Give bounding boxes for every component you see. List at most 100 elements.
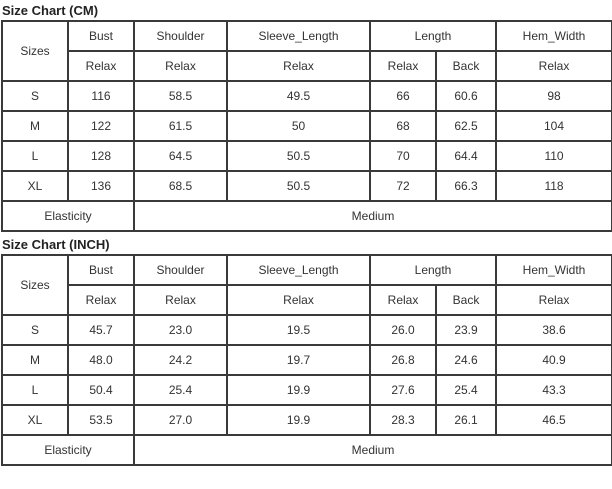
value-cell: 70 <box>369 140 437 172</box>
value-cell: 46.5 <box>495 404 612 436</box>
elasticity-row: Elasticity Medium <box>1 200 612 232</box>
column-header: Hem_Width <box>495 254 612 286</box>
value-cell: 66.3 <box>434 170 498 202</box>
size-cell: M <box>1 344 69 376</box>
value-cell: 27.6 <box>369 374 437 406</box>
subheader-cell: Relax <box>133 284 228 316</box>
value-cell: 110 <box>495 140 612 172</box>
value-cell: 104 <box>495 110 612 142</box>
value-cell: 118 <box>495 170 612 202</box>
size-cell: S <box>1 80 69 112</box>
value-cell: 116 <box>67 80 135 112</box>
value-cell: 27.0 <box>133 404 228 436</box>
size-cell: XL <box>1 170 69 202</box>
value-cell: 45.7 <box>67 314 135 346</box>
table-row: XL 136 68.5 50.5 72 66.3 118 <box>1 170 612 202</box>
subheader-cell: Relax <box>67 50 135 82</box>
subheader-cell: Relax <box>133 50 228 82</box>
value-cell: 24.6 <box>434 344 498 376</box>
table-row: M 48.0 24.2 19.7 26.8 24.6 40.9 <box>1 344 612 376</box>
sizes-header: Sizes <box>1 254 69 316</box>
value-cell: 43.3 <box>495 374 612 406</box>
value-cell: 128 <box>67 140 135 172</box>
value-cell: 64.4 <box>434 140 498 172</box>
size-cell: S <box>1 314 69 346</box>
value-cell: 26.0 <box>369 314 437 346</box>
size-table: Sizes Bust Shoulder Sleeve_Length Length Hem_… <box>1 20 612 232</box>
elasticity-row: Elasticity Medium <box>1 434 612 466</box>
value-cell: 49.5 <box>226 80 371 112</box>
size-cell: L <box>1 140 69 172</box>
value-cell: 28.3 <box>369 404 437 436</box>
subheader-cell: Relax <box>226 284 371 316</box>
column-header: Length <box>368 20 498 52</box>
value-cell: 136 <box>67 170 135 202</box>
value-cell: 23.9 <box>434 314 498 346</box>
value-cell: 64.5 <box>133 140 228 172</box>
value-cell: 23.0 <box>133 314 228 346</box>
value-cell: 25.4 <box>133 374 228 406</box>
table-row: S 45.7 23.0 19.5 26.0 23.9 38.6 <box>1 314 612 346</box>
column-header: Length <box>368 254 498 286</box>
column-header: Hem_Width <box>495 20 612 52</box>
table-row: S 116 58.5 49.5 66 60.6 98 <box>1 80 612 112</box>
column-header: Sleeve_Length <box>226 20 371 52</box>
column-header: Bust <box>67 254 135 286</box>
column-header: Sleeve_Length <box>226 254 371 286</box>
value-cell: 98 <box>495 80 612 112</box>
value-cell: 19.9 <box>226 404 371 436</box>
subheader-cell: Back <box>434 284 498 316</box>
subheader-cell: Relax <box>67 284 135 316</box>
chart-title: Size Chart (CM) <box>2 3 99 18</box>
header-row: Sizes Bust Shoulder Sleeve_Length Length Hem_… <box>1 254 612 316</box>
elasticity-value: Medium <box>132 200 612 232</box>
value-cell: 53.5 <box>67 404 135 436</box>
value-cell: 66 <box>369 80 437 112</box>
size-cell: XL <box>1 404 69 436</box>
value-cell: 24.2 <box>133 344 228 376</box>
subheader-cell: Relax <box>369 284 437 316</box>
subheader-cell: Relax <box>226 50 371 82</box>
value-cell: 122 <box>67 110 135 142</box>
sizes-header: Sizes <box>1 20 69 82</box>
value-cell: 50.4 <box>67 374 135 406</box>
subheader-cell: Relax <box>369 50 437 82</box>
table-row: L 128 64.5 50.5 70 64.4 110 <box>1 140 612 172</box>
size-cell: M <box>1 110 69 142</box>
value-cell: 26.1 <box>434 404 498 436</box>
value-cell: 48.0 <box>67 344 135 376</box>
size-table: Sizes Bust Shoulder Sleeve_Length Length Hem_… <box>1 254 612 466</box>
table-row: XL 53.5 27.0 19.9 28.3 26.1 46.5 <box>1 404 612 436</box>
value-cell: 26.8 <box>369 344 437 376</box>
elasticity-label: Elasticity <box>1 434 135 466</box>
header-row: Sizes Bust Shoulder Sleeve_Length Length Hem_… <box>1 20 612 82</box>
column-header: Shoulder <box>133 254 228 286</box>
subheader-row: Relax Relax Relax Relax Back Relax <box>2 284 612 316</box>
value-cell: 62.5 <box>434 110 498 142</box>
table-row: L 50.4 25.4 19.9 27.6 25.4 43.3 <box>1 374 612 406</box>
value-cell: 68.5 <box>133 170 228 202</box>
column-header: Bust <box>67 20 135 52</box>
value-cell: 50.5 <box>226 140 371 172</box>
value-cell: 19.9 <box>226 374 371 406</box>
value-cell: 19.5 <box>226 314 371 346</box>
value-cell: 38.6 <box>495 314 612 346</box>
value-cell: 40.9 <box>495 344 612 376</box>
value-cell: 61.5 <box>133 110 228 142</box>
table-row: M 122 61.5 50 68 62.5 104 <box>1 110 612 142</box>
subheader-cell: Relax <box>495 50 612 82</box>
elasticity-value: Medium <box>132 434 612 466</box>
value-cell: 50.5 <box>226 170 371 202</box>
subheader-row: Relax Relax Relax Relax Back Relax <box>2 50 612 82</box>
value-cell: 19.7 <box>226 344 371 376</box>
value-cell: 68 <box>369 110 437 142</box>
size-cell: L <box>1 374 69 406</box>
subheader-cell: Back <box>434 50 498 82</box>
chart-title: Size Chart (INCH) <box>2 237 110 252</box>
value-cell: 50 <box>226 110 371 142</box>
column-header: Shoulder <box>133 20 228 52</box>
elasticity-label: Elasticity <box>1 200 135 232</box>
value-cell: 58.5 <box>133 80 228 112</box>
subheader-cell: Relax <box>495 284 612 316</box>
size-charts: Size Chart (CM) Sizes Bust Shoulder Sleeve_L… <box>1 3 612 466</box>
